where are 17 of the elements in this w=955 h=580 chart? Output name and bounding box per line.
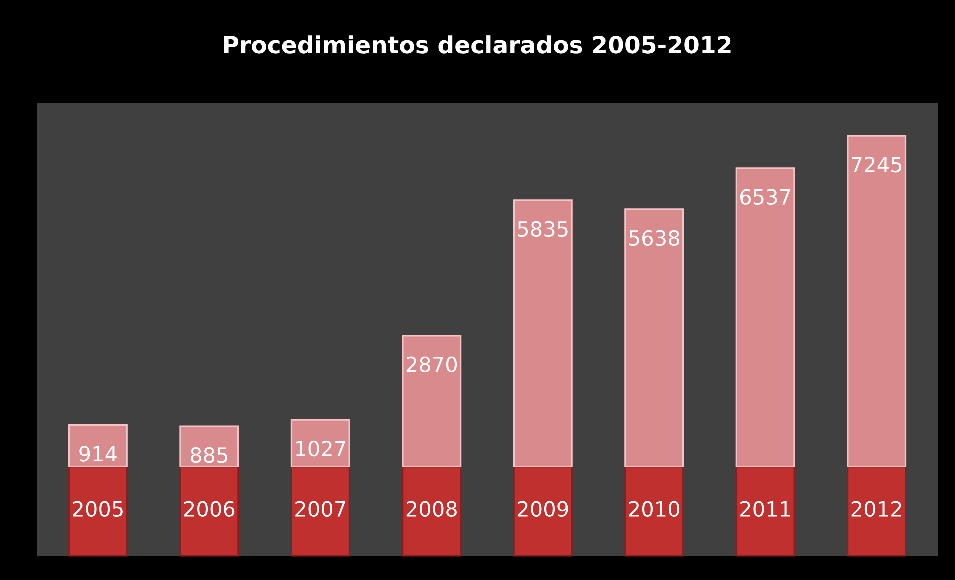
x-tick-label: 2009 — [518, 501, 568, 518]
x-tick-label: 2006 — [184, 501, 235, 518]
data-label: 6537 — [740, 189, 790, 206]
data-label: 914 — [80, 446, 117, 462]
x-tick-label: 2007 — [296, 501, 346, 518]
data-label: 7245 — [852, 156, 902, 173]
x-tick-label: 2011 — [740, 501, 790, 518]
x-tick-label: 2012 — [852, 501, 902, 518]
x-tick-label: 2005 — [73, 501, 123, 518]
data-label: 5835 — [518, 221, 568, 238]
x-tick-label: 2008 — [406, 501, 457, 518]
chart-title: Procedimientos declarados 2005-2012 — [224, 36, 731, 54]
data-label: 1027 — [296, 440, 346, 457]
x-tick-label: 2010 — [629, 501, 680, 518]
data-label: 2870 — [406, 356, 458, 373]
data-label: 5638 — [629, 230, 680, 246]
data-label: 885 — [190, 447, 228, 464]
